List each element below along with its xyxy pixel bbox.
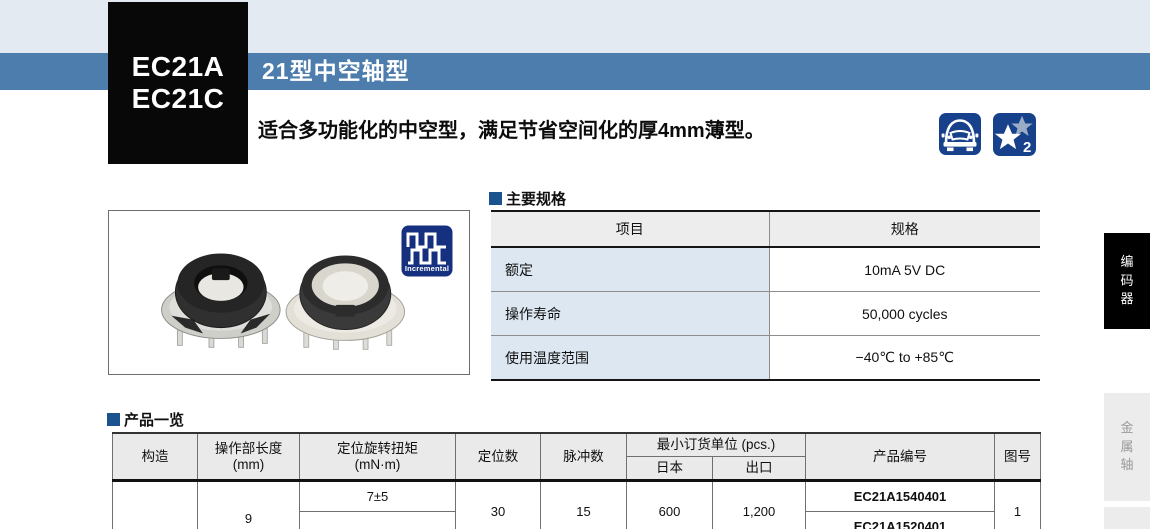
cell-detent-count: 30 — [455, 479, 541, 529]
cell-construction — [112, 479, 198, 529]
side-tab-next[interactable] — [1104, 507, 1150, 529]
product-list-section-title: 产品一览 — [107, 409, 184, 430]
spec-col-value: 规格 — [769, 211, 1040, 248]
spec-value-rating: 10mA 5V DC — [769, 246, 1040, 292]
col-part-number: 产品编号 — [805, 432, 996, 481]
col-detent-count: 定位数 — [455, 432, 541, 481]
product-list-table: 构造 操作部长度 (mm) 定位旋转扭矩 (mN·m) 定位数 脉冲数 最小订货… — [112, 432, 1042, 529]
spec-item-rating: 额定 — [491, 246, 770, 292]
col-moq-export: 出口 — [711, 456, 807, 481]
table-row: 操作寿命 50,000 cycles — [491, 291, 1040, 336]
cell-part-number-2: EC21A1520401 — [805, 511, 996, 529]
cell-figure-number: 1 — [994, 479, 1042, 529]
spec-table: 项目 规格 额定 10mA 5V DC 操作寿命 50,000 cycles 使… — [491, 210, 1040, 381]
automotive-car-icon — [938, 112, 982, 156]
col-operating-length: 操作部长度 (mm) — [197, 432, 300, 481]
product-list-title-text: 产品一览 — [124, 412, 185, 429]
table-row: EC21A1520401 — [113, 511, 1041, 529]
col-detent-torque-line2: (mN·m) — [354, 456, 401, 472]
spec-title-text: 主要规格 — [506, 191, 567, 208]
cell-part-number-1: EC21A1540401 — [805, 479, 996, 512]
model-line-2: EC21C — [131, 83, 225, 114]
incremental-badge-icon: Incremental — [401, 225, 453, 277]
cell-moq-japan: 600 — [626, 479, 713, 529]
col-figure-number: 图号 — [994, 432, 1042, 481]
incremental-badge-label: Incremental — [404, 264, 450, 273]
section-bullet-icon — [107, 413, 120, 426]
cell-pulse-count: 15 — [540, 479, 627, 529]
table-row: 额定 10mA 5V DC — [491, 246, 1040, 292]
side-tab-encoder-label: 编码器 — [1120, 253, 1134, 307]
col-pulse-count: 脉冲数 — [540, 432, 627, 481]
model-number-box: EC21A EC21C — [108, 2, 248, 164]
spec-value-temp: −40℃ to +85℃ — [769, 335, 1040, 380]
side-tab-encoder[interactable]: 编码器 — [1104, 233, 1150, 329]
series-title: 21型中空轴型 — [262, 58, 410, 84]
cell-operating-length: 9 — [197, 479, 300, 529]
cell-moq-export: 1,200 — [711, 479, 807, 529]
star-count-label: 2 — [1023, 139, 1031, 156]
side-tab-metal-shaft-label: 金属轴 — [1120, 419, 1134, 473]
encoder-product-photo — [161, 253, 406, 350]
model-line-1: EC21A — [131, 50, 225, 82]
cell-torque-1: 7±5 — [299, 479, 456, 512]
spec-header-row: 项目 规格 — [491, 211, 1040, 248]
col-detent-torque-line1: 定位旋转扭矩 — [337, 441, 418, 457]
col-moq-japan: 日本 — [626, 456, 713, 481]
product-photo-box: Incremental — [108, 210, 470, 375]
product-list-header-row1: 构造 操作部长度 (mm) 定位旋转扭矩 (mN·m) 定位数 脉冲数 最小订货… — [112, 432, 1042, 481]
spec-item-temp: 使用温度范围 — [491, 335, 770, 380]
star2-rating-icon: 2 — [992, 112, 1037, 157]
tagline: 适合多功能化的中空型，满足节省空间化的厚4mm薄型。 — [258, 120, 765, 142]
table-row: 9 7±5 30 15 600 1,200 EC21A1540401 1 — [112, 479, 1042, 529]
spec-item-life: 操作寿命 — [491, 291, 770, 336]
spec-value-life: 50,000 cycles — [769, 291, 1040, 336]
spec-section-title: 主要规格 — [489, 188, 566, 209]
side-tab-metal-shaft[interactable]: 金属轴 — [1104, 393, 1150, 501]
col-operating-length-line2: (mm) — [232, 456, 265, 472]
section-bullet-icon — [489, 192, 502, 205]
col-operating-length-line1: 操作部长度 — [214, 441, 283, 457]
col-moq: 最小订货单位 (pcs.) — [625, 432, 807, 457]
product-list-header-row2: 日本 出口 — [113, 456, 1041, 481]
cell-torque-2 — [299, 511, 456, 529]
col-construction: 构造 — [112, 432, 198, 481]
spec-col-item: 项目 — [491, 211, 770, 248]
table-row: 使用温度范围 −40℃ to +85℃ — [491, 335, 1040, 380]
col-detent-torque: 定位旋转扭矩 (mN·m) — [299, 432, 456, 481]
